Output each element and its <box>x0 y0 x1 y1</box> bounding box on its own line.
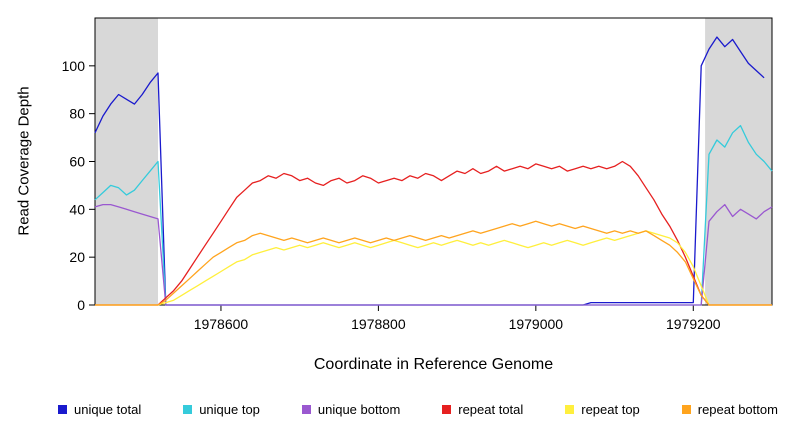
legend-item-unique-bottom: unique bottom <box>301 402 401 417</box>
series-line-unique-top <box>94 124 773 306</box>
legend-label-unique-bottom: unique bottom <box>317 402 401 417</box>
legend-swatch-unique-total <box>58 405 67 414</box>
y-tick-label: 20 <box>69 249 85 265</box>
legend-swatch-repeat-top <box>565 405 575 414</box>
y-tick-label: 100 <box>62 58 86 74</box>
y-axis-title: Read Coverage Depth <box>15 86 33 236</box>
plot-area: 1978600 1978800 1979000 1979200 0 20 40 60 80 100 <box>62 17 773 332</box>
legend-swatch-repeat-bottom <box>681 405 691 414</box>
x-tick-label: 1978600 <box>194 316 249 332</box>
legend-label-repeat-bottom: repeat bottom <box>697 402 778 417</box>
y-tick-label: 80 <box>69 106 85 122</box>
legend-label-unique-total: unique total <box>74 402 142 417</box>
series-line-unique-bottom <box>94 203 773 306</box>
series-line-unique-total <box>94 36 765 306</box>
series-line-repeat-bottom <box>95 220 772 306</box>
y-tick-label: 0 <box>77 297 85 313</box>
shaded-region <box>95 18 158 305</box>
x-tick-label: 1979000 <box>509 316 564 332</box>
legend-label-repeat-total: repeat total <box>458 402 524 417</box>
x-tick-label: 1979200 <box>666 316 721 332</box>
legend: unique total unique top unique bottom re… <box>58 402 778 417</box>
y-tick-label: 40 <box>69 201 85 217</box>
legend-item-repeat-bottom: repeat bottom <box>681 402 778 417</box>
legend-label-unique-top: unique top <box>199 402 260 417</box>
series-line-repeat-total <box>95 160 772 306</box>
legend-swatch-repeat-total <box>442 405 452 414</box>
legend-swatch-unique-bottom <box>301 405 311 414</box>
y-tick-label: 60 <box>69 154 85 170</box>
legend-swatch-unique-top <box>183 405 193 414</box>
legend-item-unique-top: unique top <box>183 402 260 417</box>
legend-label-repeat-top: repeat top <box>581 402 640 417</box>
legend-item-repeat-top: repeat top <box>565 402 640 417</box>
x-axis-title: Coordinate in Reference Genome <box>313 356 554 373</box>
x-tick-label: 1978800 <box>351 316 406 332</box>
legend-item-repeat-total: repeat total <box>442 402 523 417</box>
series-line-repeat-top <box>95 230 772 306</box>
legend-item-unique-total: unique total <box>58 402 141 417</box>
plot-border <box>94 17 773 306</box>
shaded-region <box>705 18 772 305</box>
